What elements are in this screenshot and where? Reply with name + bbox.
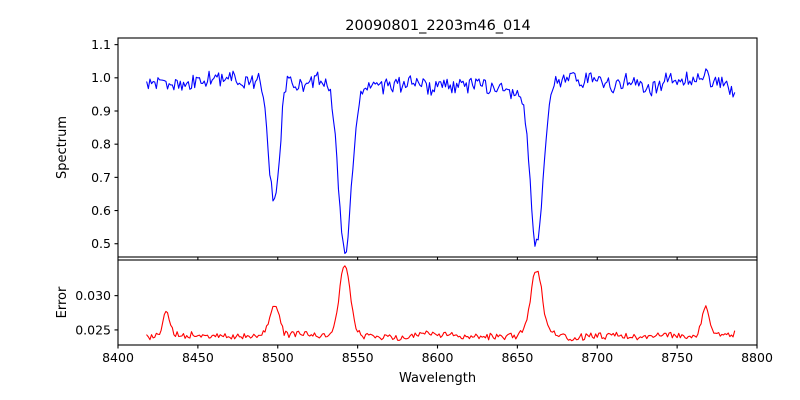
- error-panel-ylabel: Error: [55, 286, 70, 318]
- figure-title: 20090801_2203m46_014: [345, 18, 530, 34]
- error-panel-xtick-label: 8650: [501, 350, 533, 365]
- error-panel-xtick-label: 8600: [422, 350, 454, 365]
- spectrum-panel-spectrum-line: [146, 68, 736, 255]
- error-panel-error-line: [146, 265, 736, 342]
- spectrum-panel-ytick-label: 1.1: [91, 37, 111, 52]
- error-panel-xtick-label: 8800: [741, 350, 773, 365]
- spectrum-panel: 0.5 0.6 0.7 0.8 0.9 1.0 1.1 Spectrum: [55, 37, 758, 261]
- spectrum-panel-ytick-label: 0.9: [91, 103, 111, 118]
- spectrum-panel-ytick-label: 0.8: [91, 137, 111, 152]
- error-panel-xtick-label: 8450: [182, 350, 214, 365]
- error-panel-xtick-label: 8400: [102, 350, 134, 365]
- spectrum-panel-ylabel: Spectrum: [55, 116, 70, 179]
- error-panel: 0.025 0.030 8400 8450 8500 8550 8600 8650 8700 87…: [55, 259, 773, 365]
- spectrum-panel-ytick-label: 1.0: [91, 70, 111, 85]
- spectrum-panel-ytick-label: 0.7: [91, 170, 111, 185]
- error-panel-xtick-label: 8750: [661, 350, 693, 365]
- spectrum-panel-ytick-label: 0.6: [91, 203, 111, 218]
- error-panel-ytick-label: 0.030: [75, 288, 111, 303]
- xlabel: Wavelength: [399, 371, 476, 386]
- error-panel-frame: [117, 259, 758, 346]
- spectrum-panel-ytick-label: 0.5: [91, 236, 111, 251]
- spectrum-panel-frame: [117, 37, 758, 258]
- error-panel-xtick-label: 8500: [262, 350, 294, 365]
- error-panel-xtick-label: 8700: [581, 350, 613, 365]
- error-panel-ytick-label: 0.025: [75, 322, 111, 337]
- error-panel-xtick-label: 8550: [342, 350, 374, 365]
